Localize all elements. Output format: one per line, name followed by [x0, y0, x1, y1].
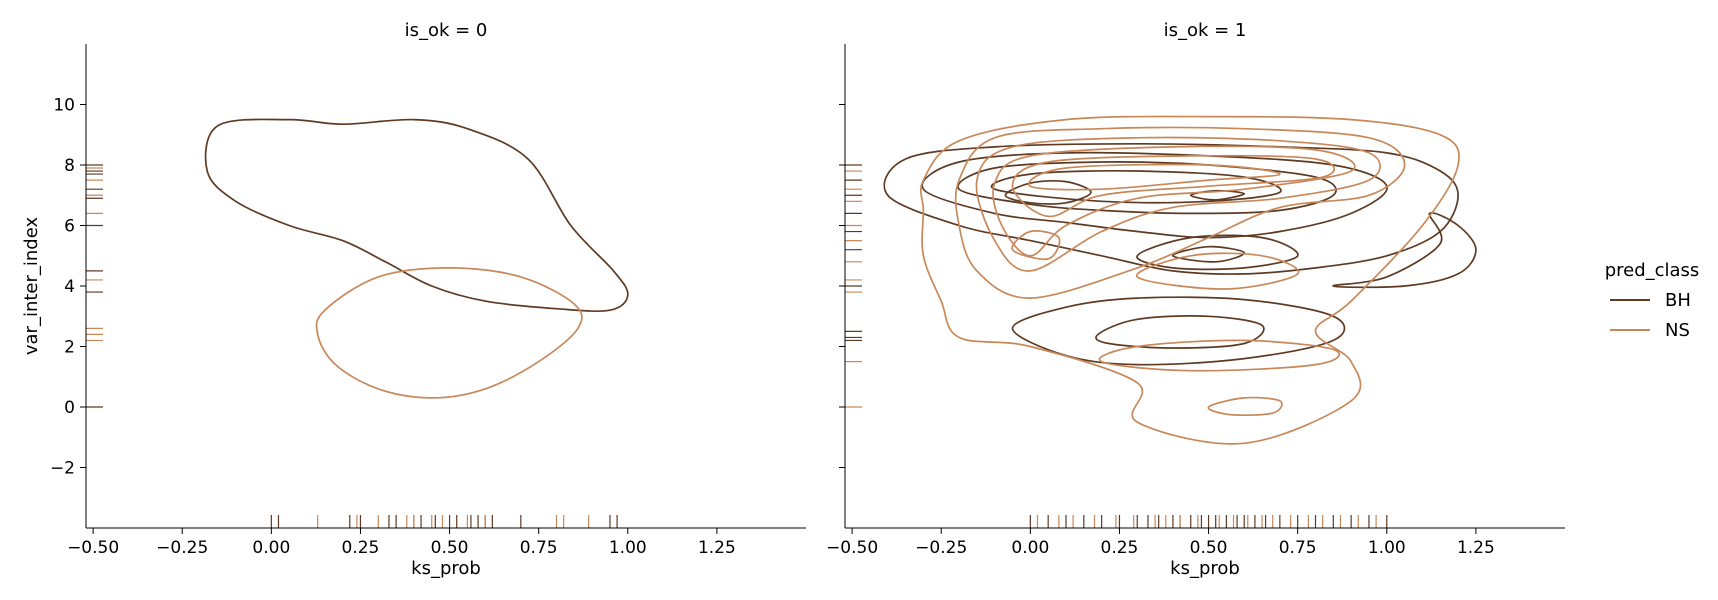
kde-contour [992, 145, 1356, 257]
kde-contour [1136, 234, 1299, 271]
y-tick-label: 4 [64, 277, 75, 297]
x-tick-label: 0.75 [1279, 538, 1317, 558]
kde-contour [315, 267, 583, 399]
x-tick-label: 0.50 [431, 538, 469, 558]
legend-title: pred_class [1605, 260, 1700, 281]
kde-contour [1004, 179, 1092, 205]
x-tick-label: 0.00 [252, 538, 290, 558]
x-tick-label: 0.50 [1190, 538, 1228, 558]
series-bh [86, 118, 629, 528]
panel-is-ok-1: is_ok = 1 −0.50 −0.25 0.00 0.25 0.50 0.75 1.00 1… [826, 20, 1565, 579]
panel-is-ok-0: is_ok = 0 −0.50 −0.25 0.00 0.25 0.50 0.75 1.00 1… [21, 20, 806, 579]
legend-entry-bh: BH [1610, 290, 1691, 311]
x-tick-label: 0.75 [520, 538, 558, 558]
kde-contour [1011, 154, 1335, 218]
y-tick-label: 6 [64, 217, 75, 237]
kde-contour [1136, 252, 1300, 290]
x-axis-label: ks_prob [411, 558, 481, 579]
y-tick-label: 10 [53, 96, 75, 116]
kde-contour [975, 136, 1381, 272]
kde-contour [883, 142, 1459, 275]
x-tick-label: 1.25 [698, 538, 736, 558]
kde-contour [1332, 211, 1477, 289]
kde-contour [1172, 245, 1246, 263]
legend: pred_class BH NS [1605, 260, 1700, 341]
x-axis-label: ks_prob [1170, 558, 1240, 579]
series-ns [845, 115, 1460, 528]
legend-label: BH [1665, 290, 1691, 311]
kde-contour [921, 151, 1388, 239]
x-tick-label: 1.25 [1457, 538, 1495, 558]
kde-contour [1028, 163, 1281, 191]
x-tick-label: 0.25 [342, 538, 380, 558]
kde-contour [1098, 339, 1341, 372]
legend-label: NS [1665, 320, 1690, 341]
kde-contour [1095, 315, 1265, 349]
y-tick-label: 8 [64, 156, 75, 176]
kde-contour [919, 115, 1460, 445]
x-tick-label: 1.00 [1368, 538, 1406, 558]
y-tick-label: 0 [64, 398, 75, 418]
kde-contour [204, 118, 629, 312]
kde-contour [1207, 396, 1283, 416]
x-tick-label: 0.00 [1011, 538, 1049, 558]
y-tick-label: −2 [50, 459, 75, 479]
x-tick-label: −0.50 [826, 538, 878, 558]
kde-contour [957, 161, 1337, 215]
series-bh [845, 142, 1477, 528]
x-tick-label: −0.25 [915, 538, 967, 558]
kde-contour [1011, 230, 1061, 261]
kde-contour [954, 126, 1406, 299]
series-ns [86, 167, 590, 528]
legend-entry-ns: NS [1610, 320, 1690, 341]
x-tick-label: −0.25 [156, 538, 208, 558]
panel-title: is_ok = 0 [405, 20, 488, 41]
x-tick-label: −0.50 [67, 538, 119, 558]
y-axis-label: var_inter_index [21, 217, 42, 356]
x-tick-label: 0.25 [1101, 538, 1139, 558]
x-tick-label: 1.00 [609, 538, 647, 558]
panel-title: is_ok = 1 [1164, 20, 1247, 41]
y-tick-label: 2 [64, 338, 75, 358]
